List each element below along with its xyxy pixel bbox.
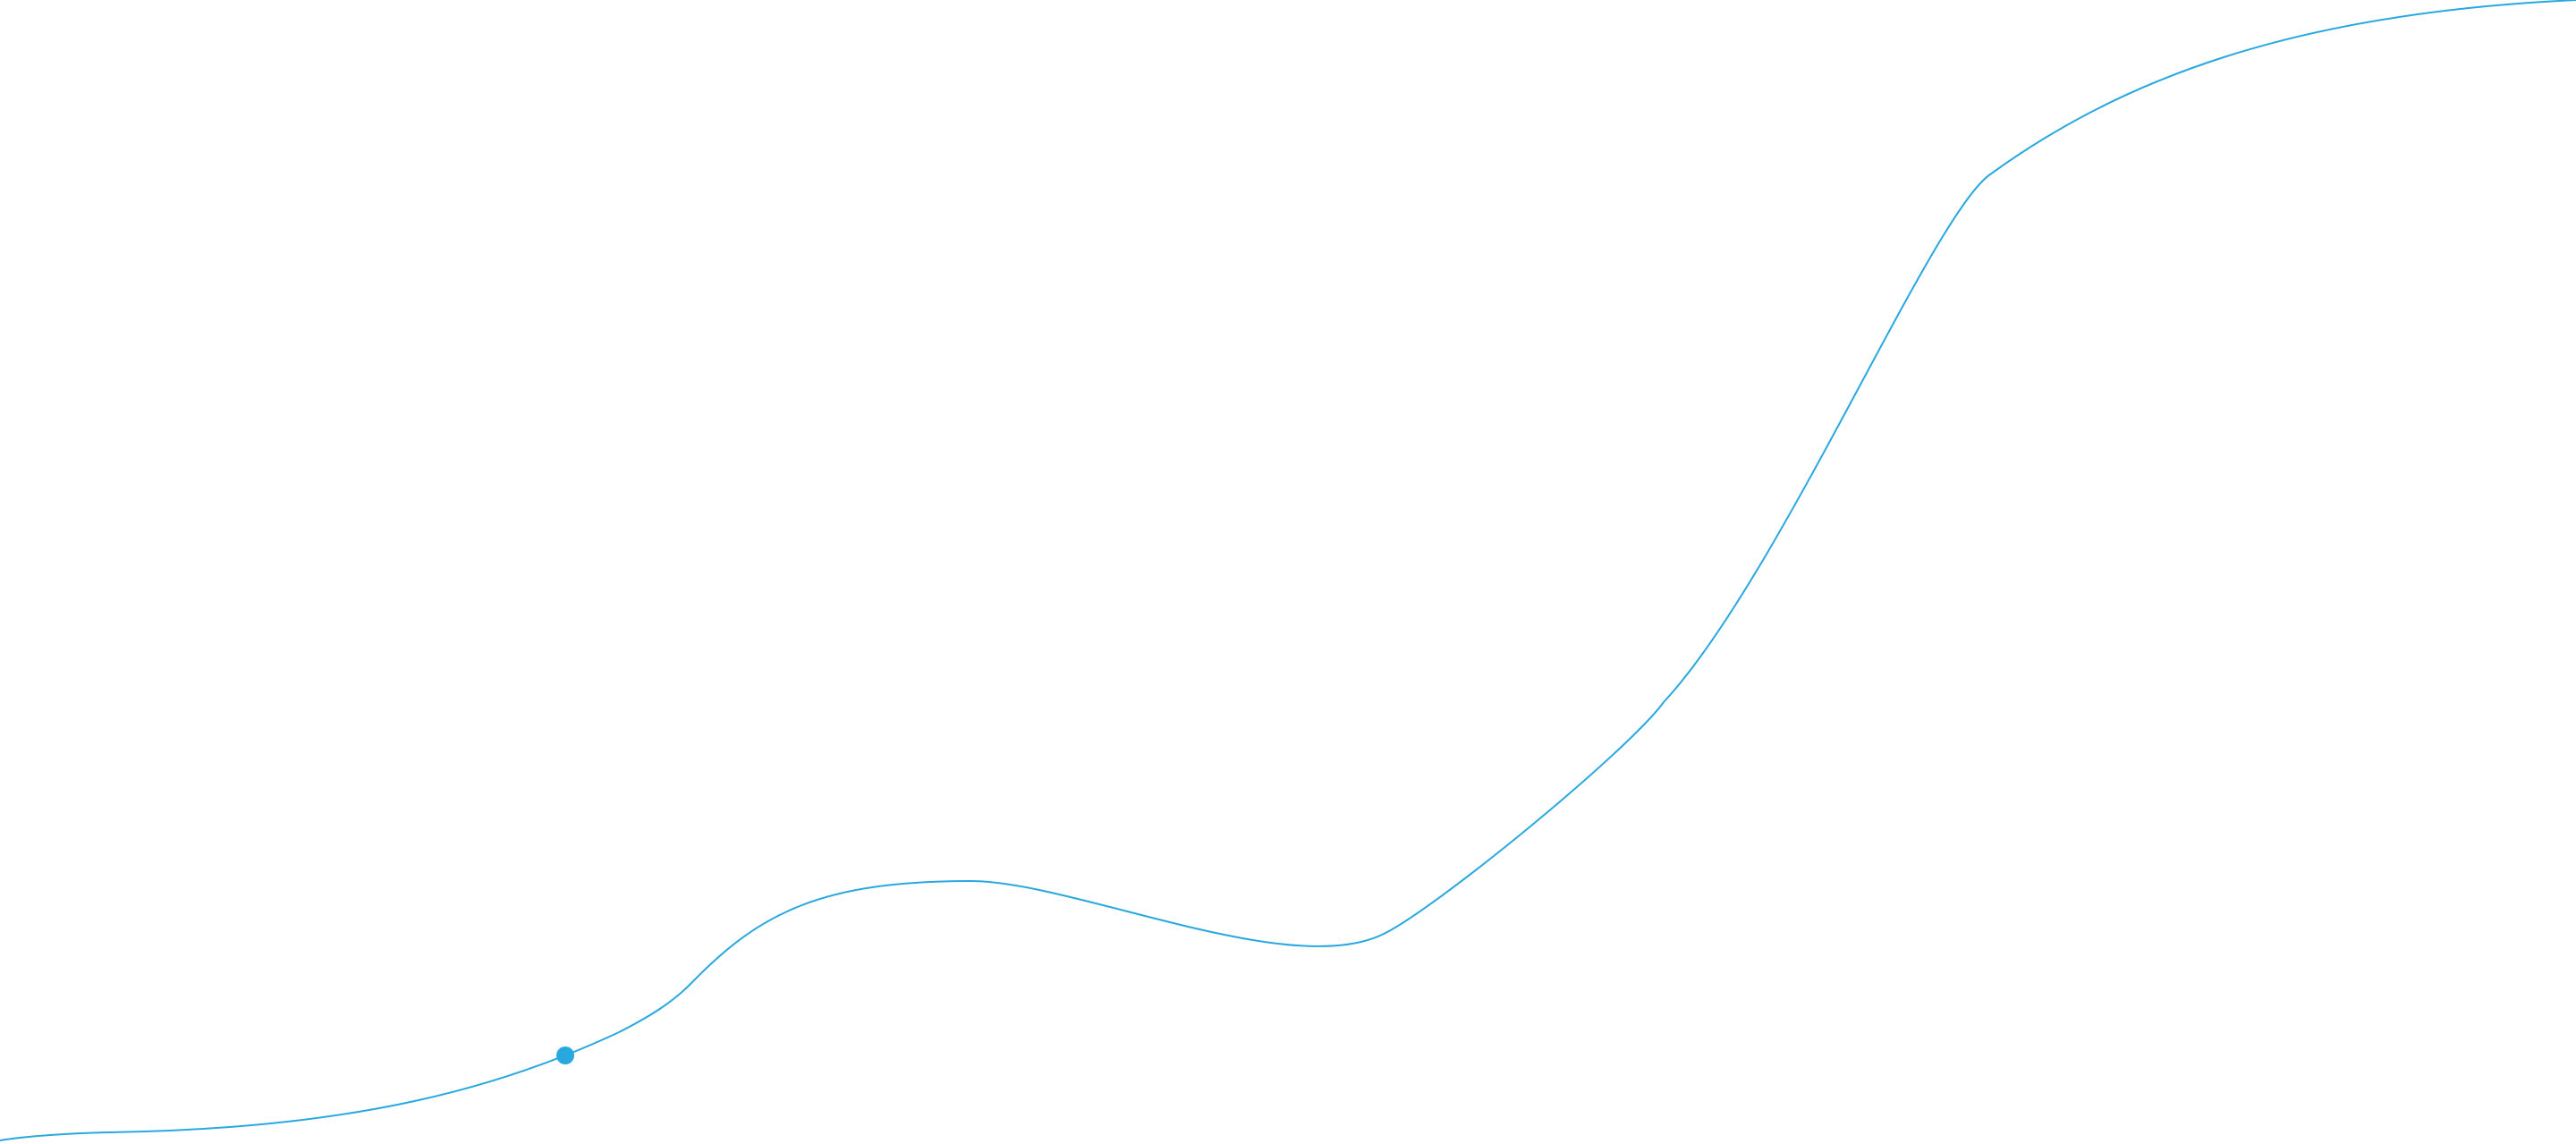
curve-marker-dot <box>556 1047 574 1064</box>
